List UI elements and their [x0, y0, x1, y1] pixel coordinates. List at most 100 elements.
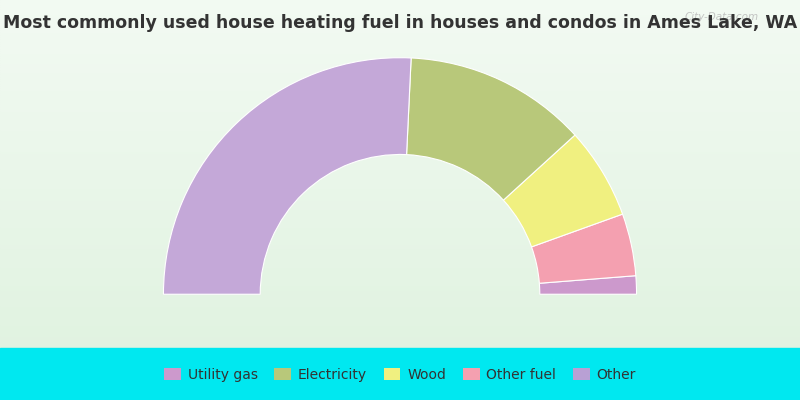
- Bar: [0, 330, 800, 332]
- Bar: [0, 267, 800, 268]
- Bar: [0, 87, 800, 88]
- Bar: [0, 132, 800, 134]
- Bar: [0, 283, 800, 284]
- Bar: [0, 172, 800, 174]
- Bar: [0, 284, 800, 285]
- Bar: [0, 108, 800, 109]
- Bar: [0, 134, 800, 136]
- Bar: [0, 0, 800, 1]
- Bar: [0, 212, 800, 214]
- Bar: [0, 59, 800, 60]
- Bar: [0, 306, 800, 307]
- Bar: [0, 18, 800, 20]
- Bar: [0, 269, 800, 270]
- Bar: [0, 260, 800, 261]
- Bar: [0, 218, 800, 220]
- Bar: [0, 295, 800, 297]
- Bar: [0, 150, 800, 151]
- Bar: [0, 21, 800, 22]
- Bar: [0, 262, 800, 263]
- Bar: [0, 32, 800, 34]
- Bar: [0, 85, 800, 86]
- Bar: [0, 65, 800, 66]
- Bar: [0, 67, 800, 70]
- Bar: [0, 227, 800, 230]
- Bar: [0, 230, 800, 231]
- Bar: [0, 28, 800, 30]
- Bar: [0, 325, 800, 326]
- Bar: [0, 35, 800, 37]
- Bar: [0, 219, 800, 220]
- Bar: [0, 9, 800, 12]
- Bar: [0, 179, 800, 181]
- Bar: [0, 46, 800, 49]
- Bar: [0, 306, 800, 308]
- Bar: [0, 2, 800, 4]
- Bar: [0, 320, 800, 322]
- Bar: [0, 88, 800, 90]
- Bar: [0, 211, 800, 212]
- Bar: [0, 28, 800, 29]
- Bar: [0, 27, 800, 28]
- Bar: [0, 223, 800, 225]
- Bar: [0, 253, 800, 255]
- Bar: [0, 276, 800, 278]
- Bar: [0, 203, 800, 204]
- Bar: [0, 66, 800, 67]
- Bar: [0, 262, 800, 264]
- Bar: [0, 186, 800, 188]
- Bar: [0, 220, 800, 223]
- Bar: [0, 311, 800, 312]
- Bar: [0, 162, 800, 165]
- Bar: [0, 272, 800, 273]
- Bar: [0, 115, 800, 116]
- Bar: [0, 63, 800, 65]
- Bar: [0, 72, 800, 73]
- Bar: [0, 44, 800, 46]
- Bar: [0, 318, 800, 320]
- Bar: [0, 93, 800, 94]
- Bar: [0, 338, 800, 339]
- Bar: [0, 120, 800, 121]
- Bar: [0, 234, 800, 237]
- Bar: [0, 236, 800, 237]
- Bar: [0, 126, 800, 128]
- Bar: [0, 142, 800, 144]
- Bar: [0, 102, 800, 104]
- Bar: [0, 6, 800, 7]
- Bar: [0, 214, 800, 216]
- Bar: [0, 281, 800, 283]
- Bar: [0, 22, 800, 23]
- Text: Most commonly used house heating fuel in houses and condos in Ames Lake, WA: Most commonly used house heating fuel in…: [3, 14, 797, 32]
- Bar: [0, 255, 800, 256]
- Bar: [0, 73, 800, 74]
- Bar: [0, 304, 800, 306]
- Bar: [0, 58, 800, 60]
- Bar: [0, 334, 800, 336]
- Bar: [0, 128, 800, 130]
- Bar: [0, 269, 800, 272]
- Bar: [0, 49, 800, 51]
- Bar: [0, 208, 800, 209]
- Bar: [0, 346, 800, 348]
- Bar: [0, 238, 800, 239]
- Bar: [0, 303, 800, 304]
- Bar: [0, 253, 800, 254]
- Bar: [0, 94, 800, 95]
- Bar: [0, 277, 800, 278]
- Bar: [0, 250, 800, 252]
- Bar: [0, 76, 800, 78]
- Bar: [0, 322, 800, 324]
- Bar: [0, 291, 800, 292]
- Bar: [0, 168, 800, 169]
- Bar: [0, 44, 800, 45]
- Bar: [0, 182, 800, 183]
- Bar: [0, 201, 800, 202]
- Bar: [0, 258, 800, 260]
- Bar: [0, 245, 800, 246]
- Bar: [0, 330, 800, 332]
- Bar: [0, 129, 800, 130]
- Bar: [0, 304, 800, 305]
- Bar: [0, 340, 800, 341]
- Bar: [0, 151, 800, 153]
